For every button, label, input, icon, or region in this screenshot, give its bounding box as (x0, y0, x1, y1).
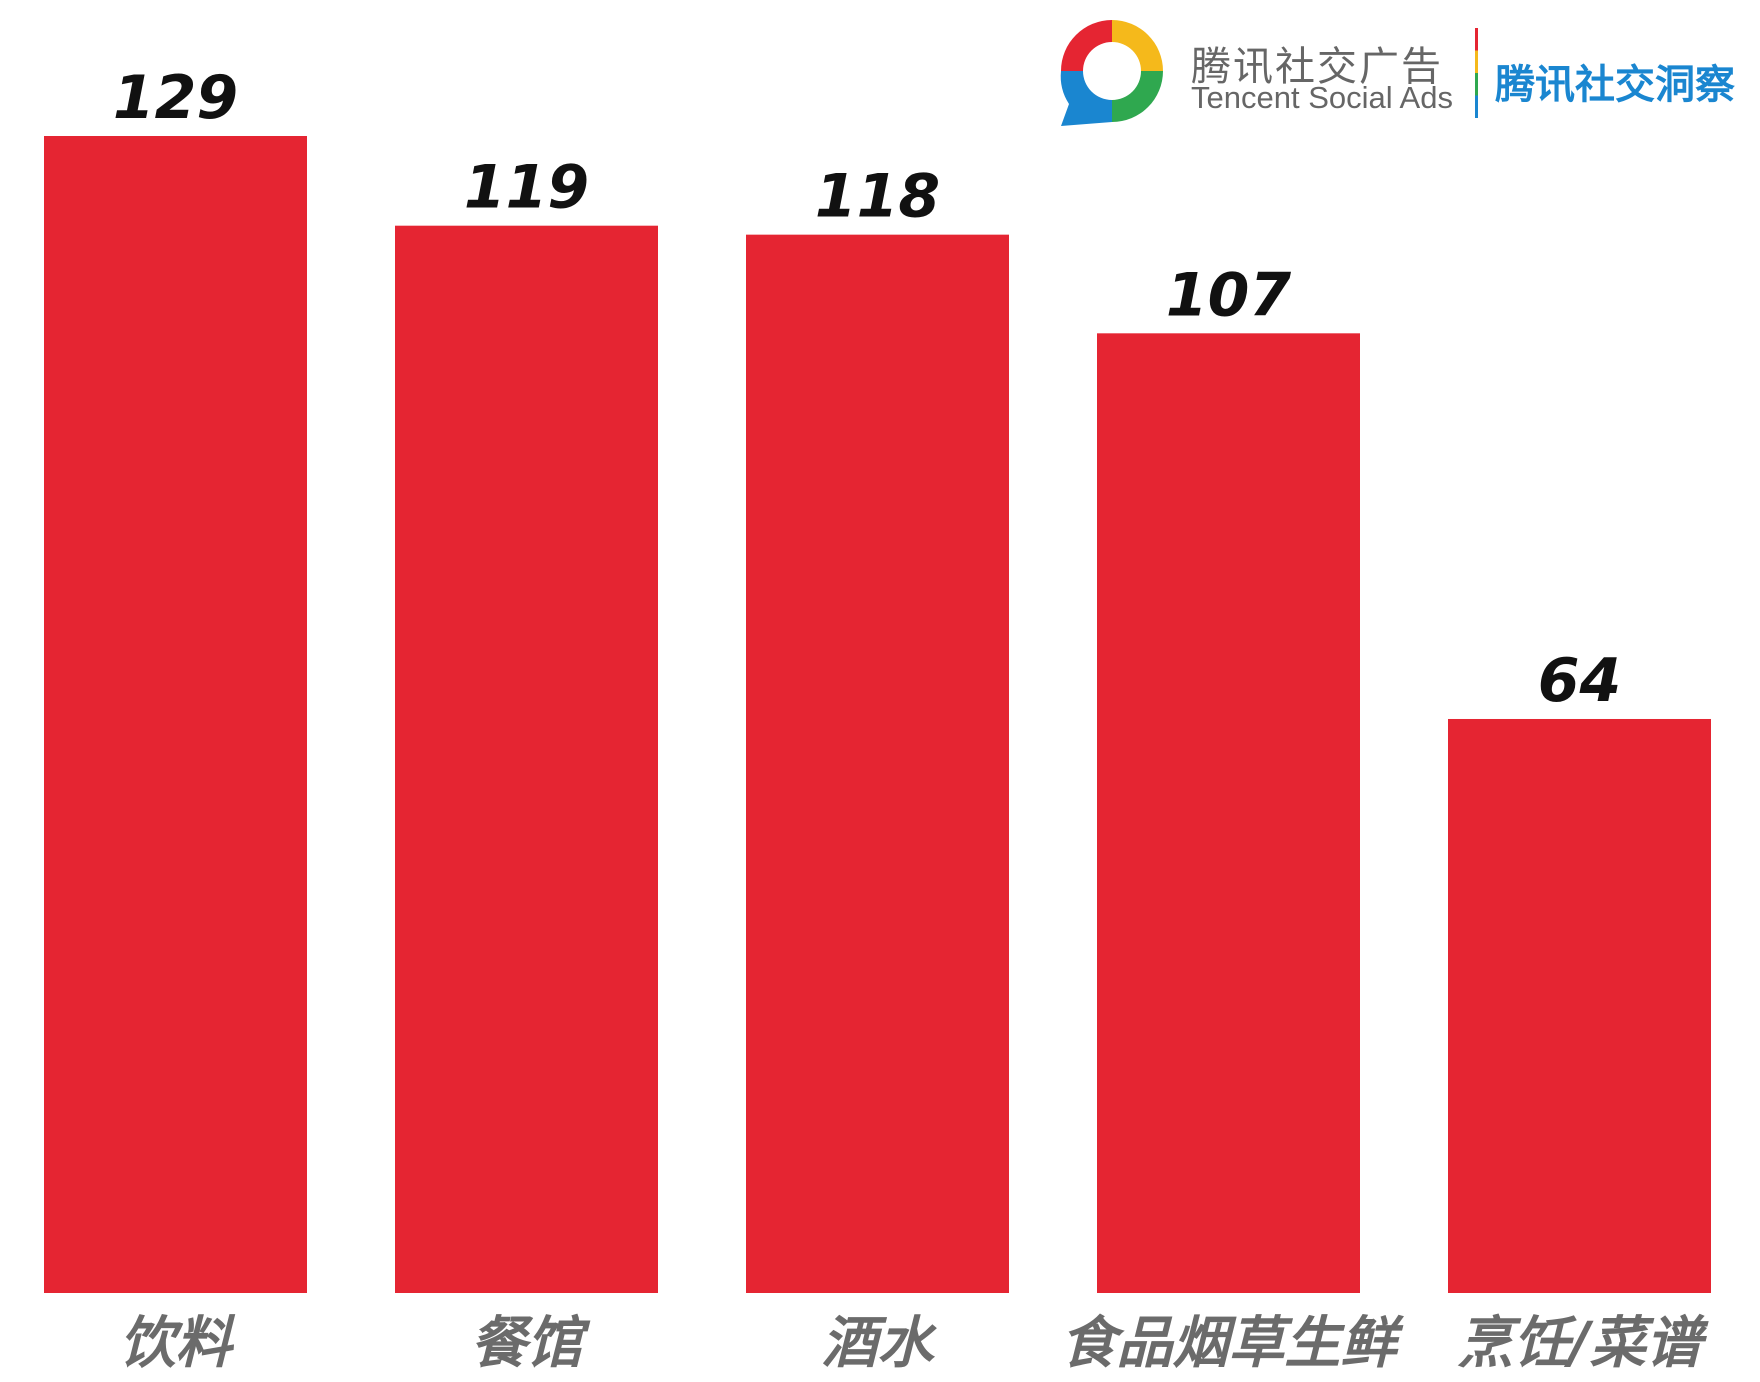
bar (44, 136, 307, 1293)
category-label: 酒水 (822, 1311, 938, 1376)
bar (1097, 333, 1360, 1293)
tencent-social-ads-logo-icon (1060, 20, 1163, 126)
logo-blue-segment (1060, 71, 1112, 126)
category-label: 饮料 (120, 1311, 236, 1376)
brand-divider (1475, 28, 1478, 118)
bar-value-label: 129 (113, 63, 238, 133)
category-label: 食品烟草生鲜 (1061, 1311, 1405, 1376)
category-label: 餐馆 (471, 1311, 591, 1376)
brand-insight-title: 腾讯社交洞察 (1495, 62, 1735, 108)
bar-value-label: 64 (1538, 646, 1622, 716)
bar (1448, 718, 1711, 1293)
brand-header: 腾讯社交广告 Tencent Social Ads 腾讯社交洞察 (1055, 14, 1755, 126)
bar-value-label: 107 (1166, 260, 1291, 330)
logo-green-segment (1112, 71, 1163, 122)
bar-value-label: 119 (464, 153, 589, 223)
bar (746, 234, 1009, 1293)
brand-name-cn: 腾讯社交广告 (1191, 44, 1443, 90)
logo-red-segment (1061, 20, 1112, 71)
category-label: 烹饪/菜谱 (1457, 1311, 1708, 1376)
bar (395, 225, 658, 1293)
logo-yellow-segment (1112, 20, 1163, 71)
brand-name-en: Tencent Social Ads (1191, 80, 1453, 115)
bar-value-label: 118 (815, 162, 940, 232)
